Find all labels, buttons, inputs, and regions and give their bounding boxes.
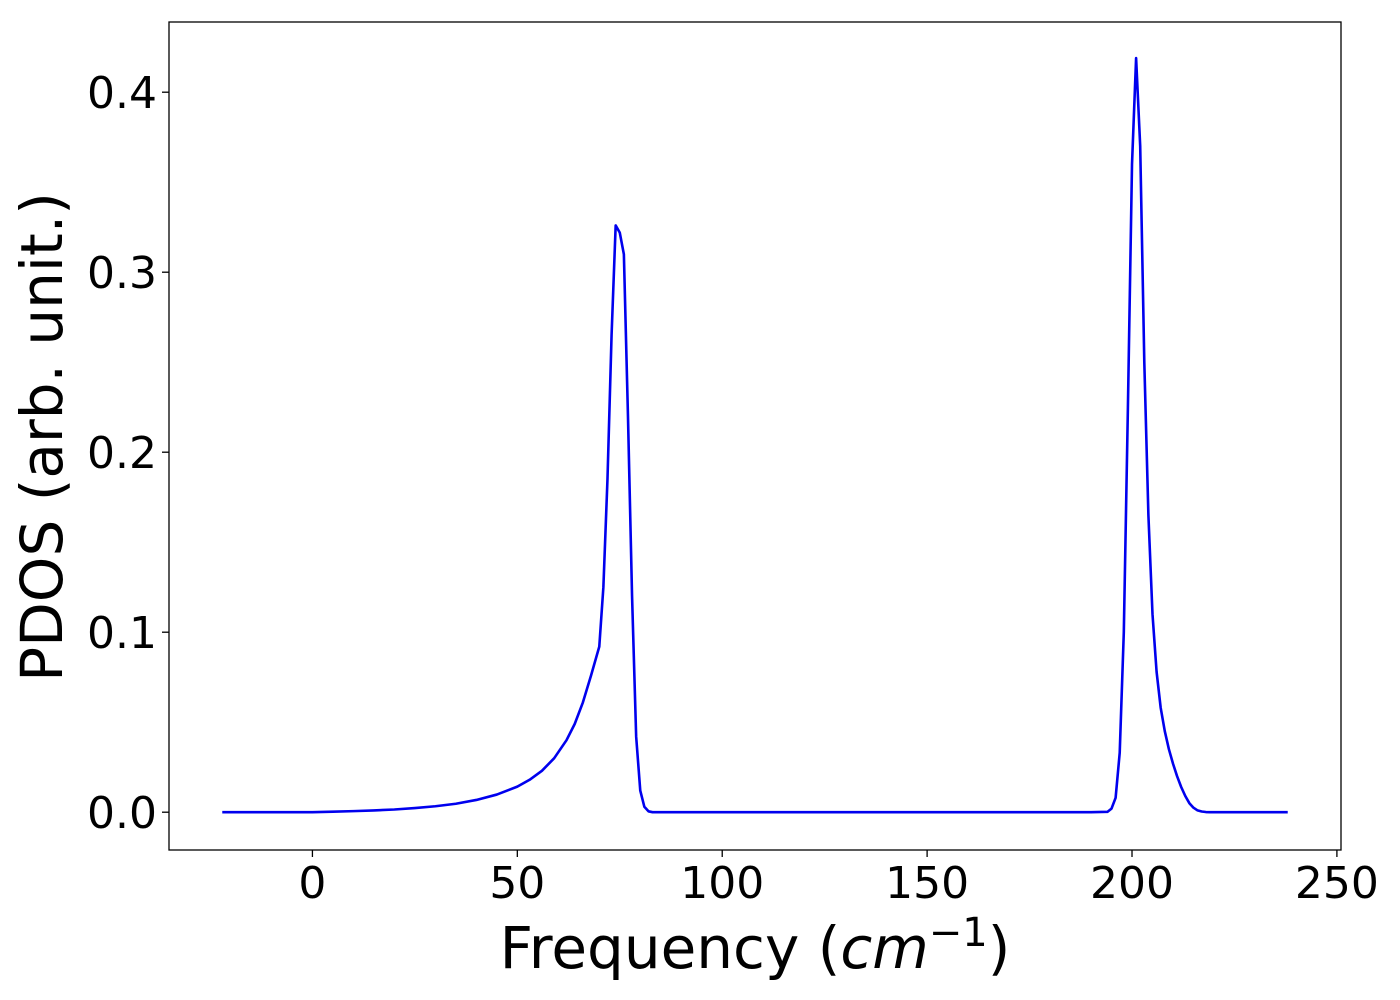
x-axis-title-suffix: )	[988, 914, 1011, 982]
x-axis: 0 50 100 150 200 250	[298, 850, 1379, 909]
y-tick-label: 0.1	[87, 608, 157, 659]
x-axis-title-prefix: Frequency (	[500, 914, 841, 982]
x-tick-label: 50	[489, 858, 545, 909]
y-tick-label: 0.4	[87, 68, 157, 119]
x-tick-label: 150	[885, 858, 969, 909]
y-axis: 0.0 0.1 0.2 0.3 0.4	[87, 68, 169, 839]
x-axis-title-exponent: −1	[929, 910, 988, 956]
plot-area	[222, 56, 1288, 814]
x-tick-label: 200	[1090, 858, 1174, 909]
x-axis-title: Frequency (cm−1)	[500, 910, 1011, 982]
series-line-0	[222, 56, 1288, 814]
x-tick-label: 100	[680, 858, 764, 909]
x-tick-label: 0	[298, 858, 326, 909]
x-axis-title-unit: cm	[840, 914, 928, 982]
y-tick-label: 0.0	[87, 788, 157, 839]
y-axis-title: PDOS (arb. unit.)	[8, 192, 76, 682]
y-tick-label: 0.2	[87, 428, 157, 479]
y-tick-label: 0.3	[87, 248, 157, 299]
x-tick-label: 250	[1295, 858, 1379, 909]
plot-frame	[168, 21, 1342, 851]
